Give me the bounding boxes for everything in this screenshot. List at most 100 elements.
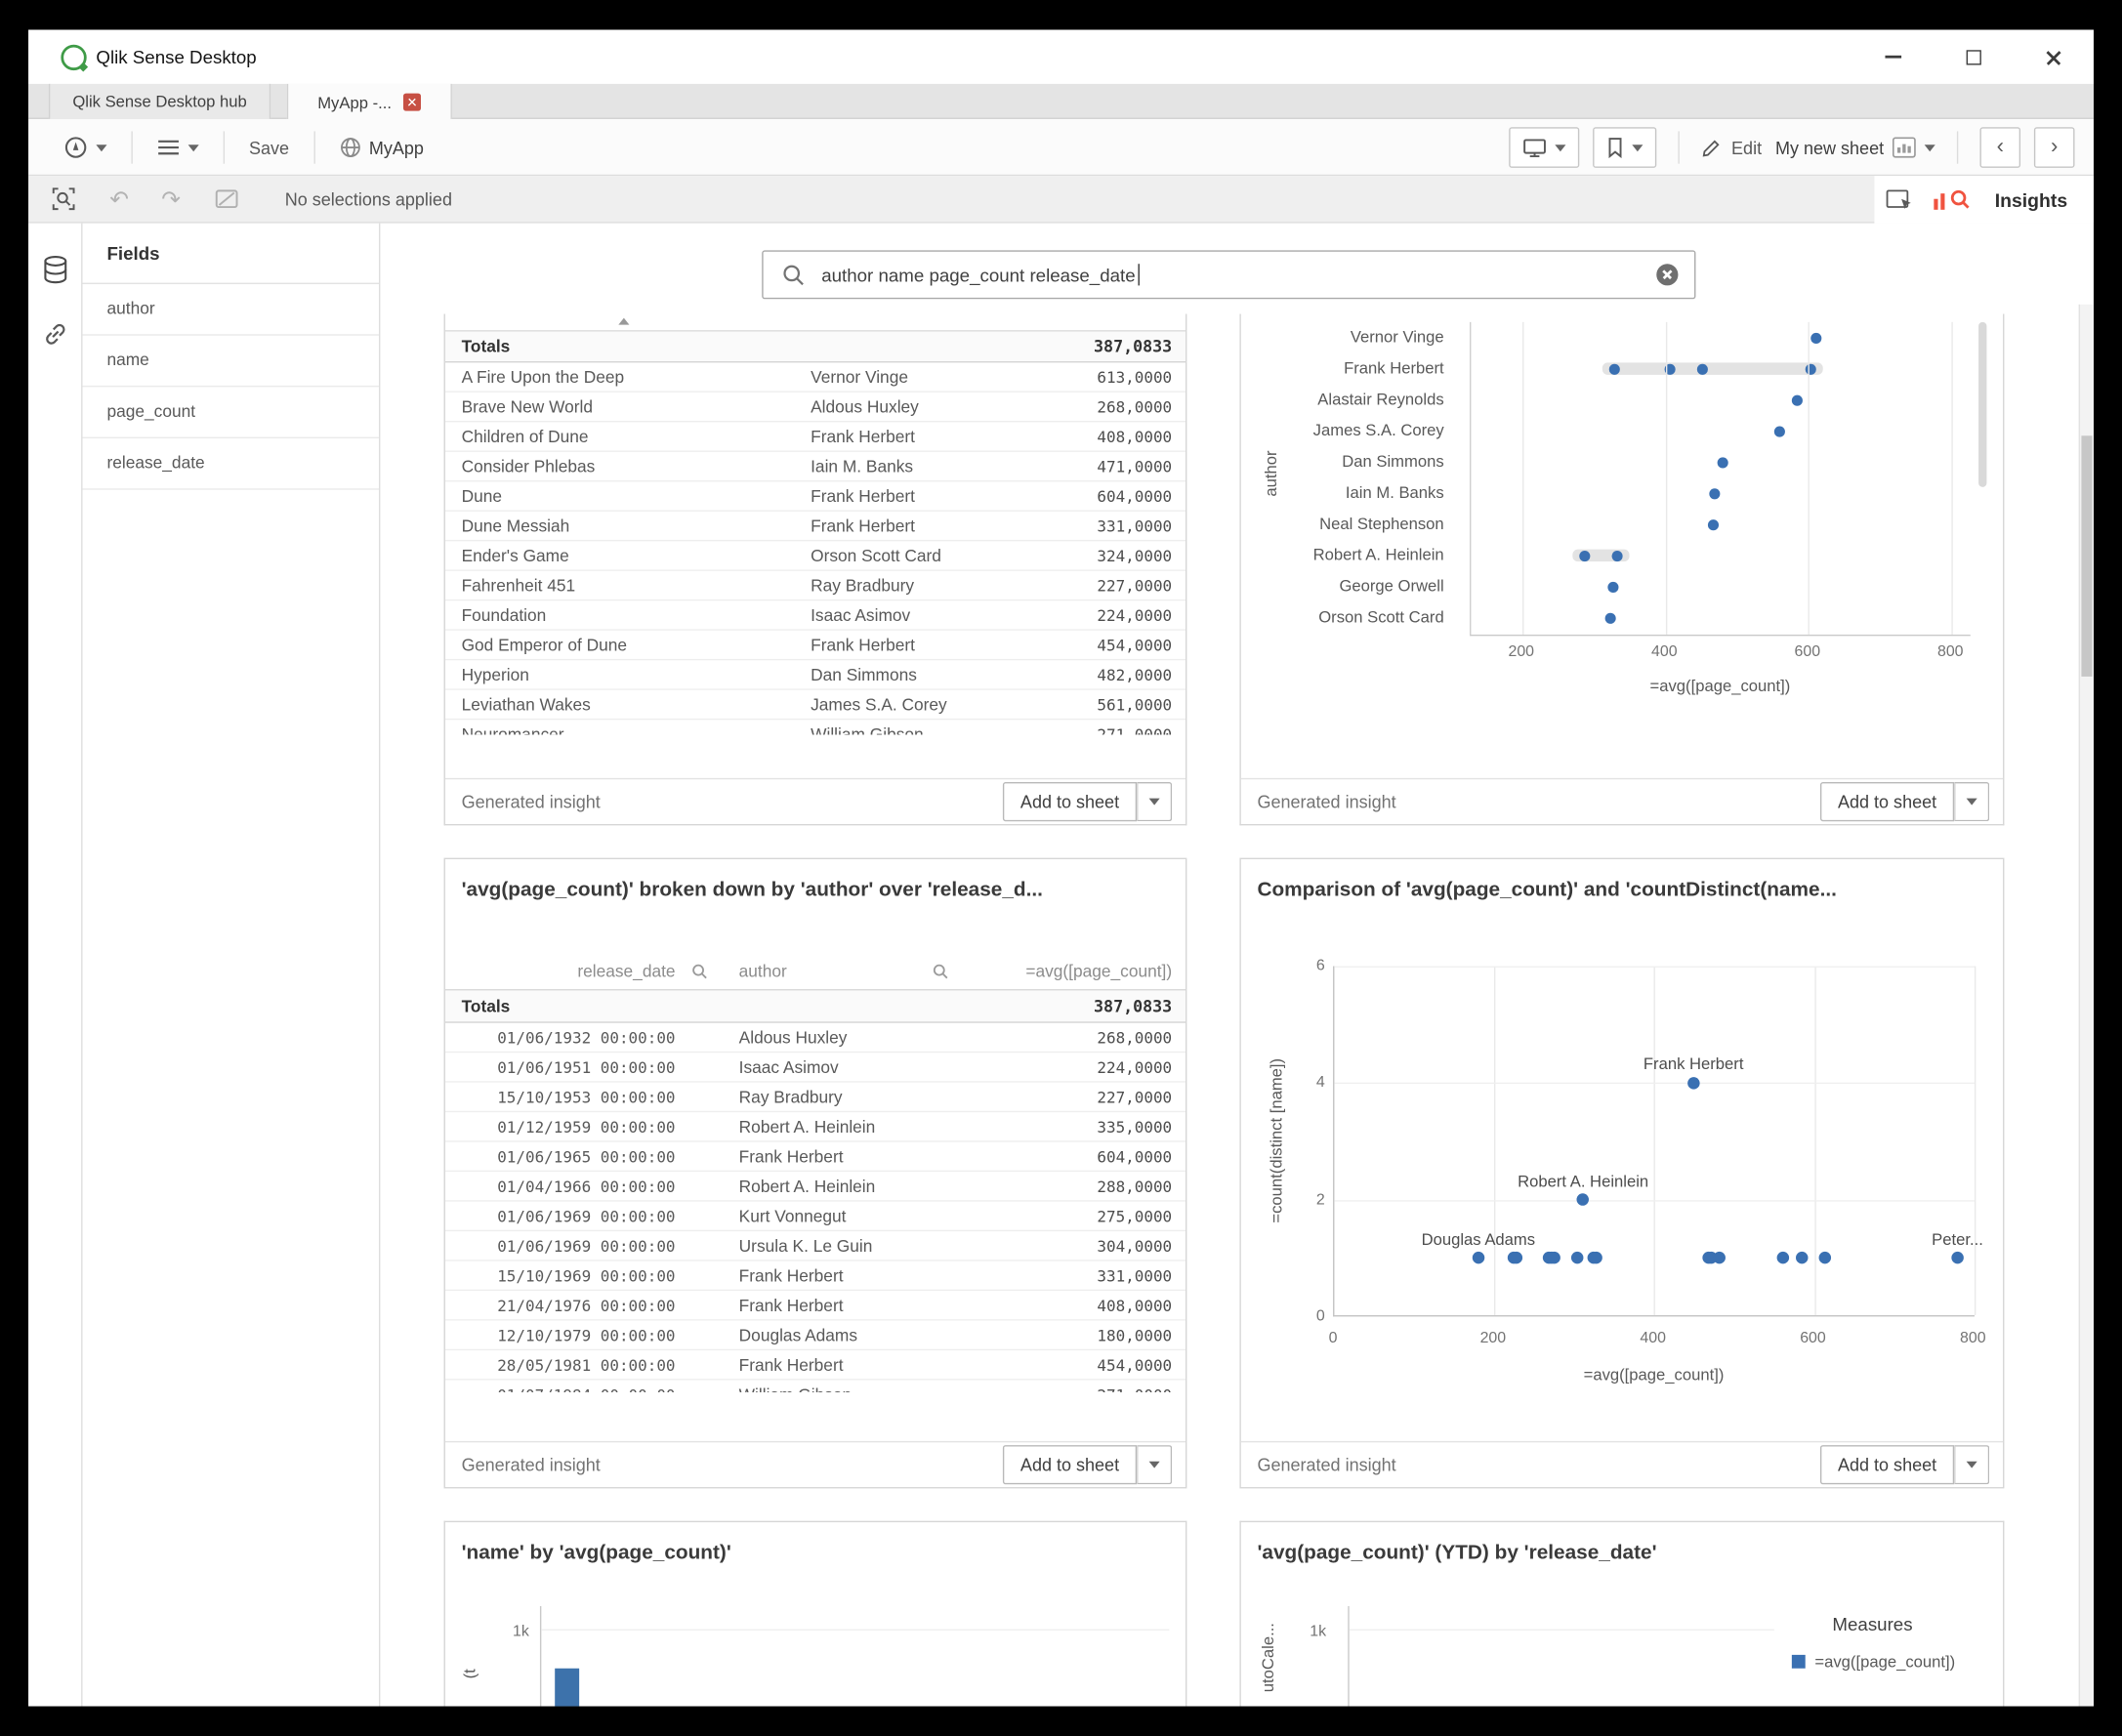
column-header-author[interactable]: author: [738, 962, 787, 981]
sheet-navigation-button[interactable]: My new sheet: [1775, 137, 1935, 158]
scatter-xticks: 0 200 400 600 800: [1329, 1330, 1986, 1348]
add-to-sheet-dropdown[interactable]: [1954, 1445, 1990, 1485]
add-to-sheet-button[interactable]: Add to sheet: [1819, 1445, 1955, 1485]
y-category-label: Frank Herbert: [1344, 358, 1444, 378]
add-to-sheet-dropdown[interactable]: [1137, 1445, 1173, 1485]
data-point[interactable]: [1578, 550, 1590, 561]
tab-close-icon[interactable]: [403, 93, 422, 111]
scrollbar[interactable]: [2078, 304, 2094, 1707]
data-point[interactable]: [1951, 1252, 1964, 1264]
data-point[interactable]: [1571, 1252, 1584, 1264]
data-point[interactable]: [1609, 363, 1621, 375]
data-point[interactable]: [1576, 1193, 1590, 1206]
data-point[interactable]: [1709, 487, 1721, 499]
y-category-label: Robert A. Heinlein: [1312, 545, 1444, 564]
data-point[interactable]: [1796, 1252, 1809, 1264]
dotplot-row-plot: [1470, 540, 1971, 571]
save-button[interactable]: Save: [248, 137, 290, 158]
data-point[interactable]: [1686, 1076, 1700, 1090]
previous-sheet-button[interactable]: ‹: [1979, 127, 2021, 168]
field-item-release_date[interactable]: release_date: [82, 438, 380, 490]
add-to-sheet-button[interactable]: Add to sheet: [1002, 782, 1138, 822]
data-point[interactable]: [1590, 1252, 1603, 1264]
data-point[interactable]: [1810, 332, 1822, 344]
maximize-button[interactable]: [1954, 38, 1992, 76]
clear-search-icon[interactable]: [1656, 264, 1679, 286]
tab-hub[interactable]: Qlik Sense Desktop hub: [48, 83, 271, 119]
tab-myapp[interactable]: MyApp -...: [286, 83, 452, 121]
column-header-measure[interactable]: =avg([page_count]): [1025, 962, 1173, 981]
data-point[interactable]: [1472, 1252, 1485, 1264]
data-point[interactable]: [1805, 363, 1816, 375]
bar-data-point[interactable]: [555, 1668, 580, 1707]
cell-value: 408,0000: [1097, 427, 1173, 446]
data-point[interactable]: [1818, 1252, 1831, 1264]
data-point[interactable]: [1776, 1252, 1790, 1264]
table-row: 01/06/1965 00:00:00 Frank Herbert 604,0000: [444, 1142, 1186, 1173]
table-row: 01/06/1951 00:00:00 Isaac Asimov 224,0000: [444, 1053, 1186, 1083]
undo-button[interactable]: ↶: [109, 186, 130, 212]
insight-card-dates-table: 'avg(page_count)' broken down by 'author…: [443, 857, 1187, 1489]
field-item-author[interactable]: author: [82, 284, 380, 336]
smart-search-icon[interactable]: [50, 186, 77, 213]
gridline: [1334, 1199, 1975, 1202]
data-point[interactable]: [1773, 425, 1785, 436]
field-item-name[interactable]: name: [82, 336, 380, 388]
redo-button[interactable]: ↷: [161, 186, 182, 212]
cell-release-date: 28/05/1981 00:00:00: [497, 1354, 676, 1375]
data-point[interactable]: [1791, 393, 1803, 406]
data-point[interactable]: [1717, 456, 1728, 468]
data-connections-icon[interactable]: [41, 319, 70, 349]
globe-icon: [340, 138, 360, 157]
column-search-icon[interactable]: [933, 964, 949, 980]
chart-scrollbar[interactable]: [1978, 321, 1987, 487]
app-objects-button[interactable]: [157, 138, 199, 156]
cell-value: 335,0000: [1097, 1117, 1173, 1137]
y-tick-label: 4: [1315, 1074, 1325, 1092]
cell-name: A Fire Upon the Deep: [461, 367, 625, 387]
selection-status: No selections applied: [284, 188, 452, 210]
data-point[interactable]: [1664, 363, 1676, 375]
add-to-sheet-button[interactable]: Add to sheet: [1002, 1445, 1138, 1485]
maximize-icon: [1965, 49, 1981, 64]
next-sheet-button[interactable]: ›: [2033, 127, 2075, 168]
table-row: Dune Messiah Frank Herbert 331,0000: [444, 512, 1186, 542]
scrollbar-thumb[interactable]: [2081, 435, 2093, 677]
insights-search[interactable]: author name page_count release_date: [762, 250, 1696, 300]
data-point[interactable]: [1604, 612, 1616, 624]
data-point[interactable]: [1606, 581, 1619, 593]
gridline: [1522, 321, 1524, 635]
point-label: Peter...: [1932, 1229, 1983, 1249]
field-item-page_count[interactable]: page_count: [82, 387, 380, 439]
data-point[interactable]: [1713, 1252, 1727, 1264]
data-point[interactable]: [1510, 1252, 1522, 1264]
data-point[interactable]: [1548, 1252, 1560, 1264]
storytelling-button[interactable]: [1509, 127, 1580, 168]
data-point[interactable]: [1697, 363, 1709, 375]
navigation-menu-button[interactable]: [63, 136, 107, 160]
dotplot-row: Dan Simmons: [1241, 446, 2003, 477]
dotplot-row: James S.A. Corey: [1241, 415, 2003, 446]
clear-selections-icon[interactable]: [213, 186, 238, 211]
close-button[interactable]: [2034, 38, 2072, 76]
column-header-release-date[interactable]: release_date: [577, 962, 676, 981]
search-query: author name page_count release_date: [821, 264, 1136, 285]
data-point[interactable]: [1612, 550, 1624, 561]
table-row: A Fire Upon the Deep Vernor Vinge 613,0000: [444, 362, 1186, 393]
cell-author: Douglas Adams: [738, 1325, 858, 1344]
sheet-thumbnail-icon: [1892, 137, 1916, 158]
data-point[interactable]: [1707, 518, 1719, 530]
data-manager-icon[interactable]: [41, 255, 70, 286]
legend-item[interactable]: =avg([page_count]): [1791, 1652, 1955, 1672]
app-info-button[interactable]: MyApp: [339, 137, 424, 158]
edit-button[interactable]: Edit: [1702, 137, 1762, 158]
minimize-button[interactable]: [1874, 38, 1912, 76]
add-to-sheet-dropdown[interactable]: [1954, 782, 1990, 822]
add-to-sheet-group: Add to sheet: [1819, 782, 1990, 822]
add-to-sheet-dropdown[interactable]: [1137, 782, 1173, 822]
bookmarks-button[interactable]: [1593, 127, 1657, 168]
selections-tool-icon[interactable]: [1885, 186, 1914, 214]
chevron-down-icon: [1966, 798, 1977, 806]
add-to-sheet-button[interactable]: Add to sheet: [1819, 782, 1955, 822]
column-search-icon[interactable]: [691, 964, 708, 980]
